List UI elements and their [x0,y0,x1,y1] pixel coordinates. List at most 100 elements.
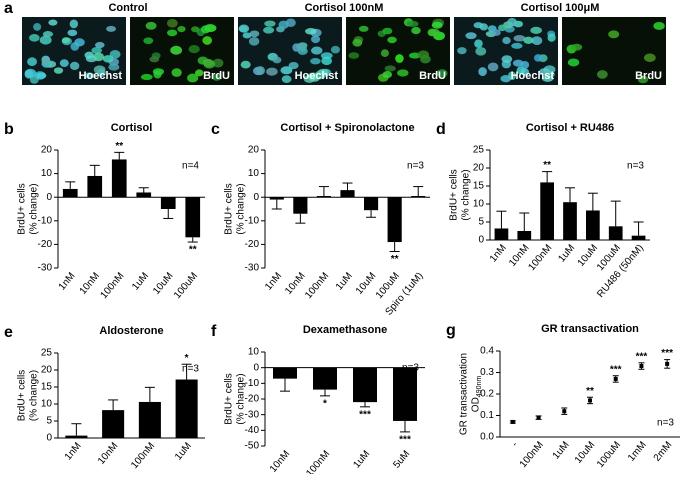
nucleus [203,59,216,69]
nucleus [266,67,278,76]
n-label: n=3 [402,363,419,374]
bar [393,367,417,421]
bar [316,196,331,198]
x-tick-label: 100nM [129,441,157,471]
nucleus [523,36,534,45]
image-label: Hoechst [295,70,339,82]
y-axis-label-sub: 490nm [476,376,483,398]
y-axis-label: BrdU+ cells [17,183,28,234]
y-tick-label: 0.4 [480,346,494,357]
nucleus [492,29,501,36]
y-tick-label: 5 [46,416,52,427]
nucleus [143,37,154,45]
image-label: Hoechst [511,70,555,82]
point [536,415,541,420]
n-label: n=3 [627,161,644,172]
n-label: n=3 [182,364,199,375]
significance: *** [636,351,648,362]
x-tick-label: 1nM [488,243,509,265]
y-tick-label: 0 [253,362,259,373]
x-tick-label: 100nM [304,449,332,474]
nucleus [382,71,393,79]
nucleus [511,42,523,49]
y-axis-label: (% change) [236,183,247,234]
nucleus [74,38,85,47]
y-tick-label: 0 [46,192,52,203]
y-axis-label: (% change) [29,183,40,234]
point [665,361,670,366]
bar [293,197,308,214]
nucleus [29,33,40,42]
significance: ** [543,160,551,171]
n-label: n=4 [182,161,199,172]
nucleus [596,70,608,79]
nucleus [93,52,105,62]
panel-letter: f [211,323,217,340]
bar [269,197,284,200]
y-tick-label: -30 [245,409,260,420]
nucleus [170,45,183,55]
nucleus [264,20,276,27]
nucleus [177,25,186,33]
nucleus [298,43,307,52]
y-tick-label: -10 [38,215,53,226]
n-label: n=3 [657,418,674,429]
y-tick-label: 25 [41,348,53,359]
panel-letter: a [4,0,13,17]
y-tick-label: 10 [41,399,53,410]
nucleus [53,67,64,74]
y-tick-label: 20 [473,163,485,174]
nucleus [171,68,182,77]
panel-letter: e [4,324,13,341]
bar [631,235,646,240]
x-tick-label: 1uM [351,449,372,471]
nucleus [478,67,487,77]
nucleus [457,47,467,55]
y-tick-label: 0 [253,192,259,203]
point [562,409,567,414]
chart-title: Cortisol + RU486 [526,122,614,134]
x-tick-label: 100nM [98,271,126,301]
nucleus [397,69,409,77]
x-tick-label: 2mM [652,440,675,464]
x-tick-label: - [510,440,521,450]
nucleus [358,25,369,32]
nucleus [212,74,222,81]
y-tick-label: 20 [248,145,260,156]
x-tick-label: 1nM [263,271,284,293]
chart-title: Cortisol + Spironolactone [280,122,414,134]
y-tick-label: 0 [46,433,52,444]
significance: *** [661,348,673,359]
y-tick-label: 0.3 [480,367,494,378]
chart-title: GR transactivation [541,323,639,335]
image-label: BrdU [635,70,662,82]
bar [62,188,78,198]
y-axis-label: (% change) [236,373,247,424]
group-title: Cortisol 100μM [521,2,600,14]
nucleus [475,47,487,56]
y-tick-label: 0.2 [480,389,494,400]
nucleus [84,72,95,79]
nucleus [48,19,58,26]
nucleus [653,21,665,30]
nucleus [395,54,404,63]
nucleus [411,26,421,35]
x-tick-label: 1nM [57,271,78,293]
nucleus [387,36,397,44]
point [639,364,644,369]
significance: *** [359,409,371,420]
nucleus [643,53,656,62]
y-tick-label: 15 [473,181,485,192]
nucleus [473,22,484,29]
significance: ** [115,141,123,152]
significance: *** [610,364,622,375]
nucleus [501,55,513,64]
x-tick-label: 100uM [172,271,200,301]
bar [387,197,402,243]
x-tick-label: 100nM [526,243,554,273]
bar [563,202,577,240]
image-label: Hoechst [79,70,123,82]
y-tick-label: -20 [245,239,260,250]
nucleus [534,54,543,62]
panel-letter: c [211,121,220,138]
